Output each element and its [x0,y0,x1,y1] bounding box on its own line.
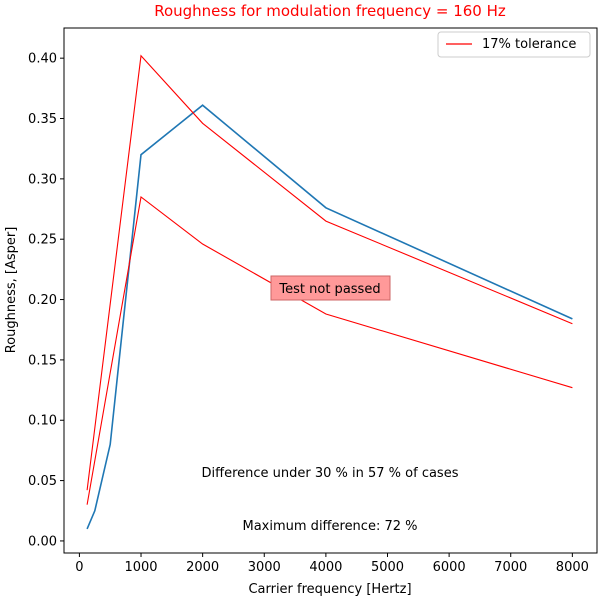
x-tick-label: 8000 [556,560,589,575]
y-tick-label: 0.40 [28,52,57,67]
y-tick-label: 0.35 [28,112,57,127]
y-tick-label: 0.10 [28,414,57,429]
x-tick-label: 1000 [124,560,157,575]
status-label: Test not passed [278,282,380,297]
plot-frame [63,27,598,554]
y-tick-label: 0.00 [28,534,57,549]
legend-label: 17% tolerance [482,37,576,52]
y-tick-label: 0.05 [28,474,57,489]
x-axis-label: Carrier frequency [Hertz] [248,582,411,597]
x-tick-label: 2000 [186,560,219,575]
status-box [270,275,391,301]
y-tick-label: 0.30 [28,172,57,187]
y-axis-label: Roughness, [Asper] [4,227,19,354]
maximum-difference-annotation: Maximum difference: 72 % [243,519,418,534]
x-tick-label: 7000 [494,560,527,575]
status-annotation: Test not passed [270,275,391,301]
y-tick-label: 0.20 [28,293,57,308]
tolerance-lower-line [86,196,573,505]
x-tick-label: 3000 [248,560,281,575]
x-tick-label: 5000 [371,560,404,575]
tolerance-upper-line [86,54,573,491]
legend-box [437,31,591,58]
x-tick-label: 4000 [309,560,342,575]
legend: 17% tolerance [437,31,591,58]
measured-roughness-line [86,104,573,530]
chart-title: Roughness for modulation frequency = 160… [154,2,506,20]
axis-ticks: 0 1000 2000 3000 4000 5000 6000 7000 8000 0.00 0.0… [28,52,589,575]
y-tick-label: 0.15 [28,353,57,368]
y-tick-label: 0.25 [28,233,57,248]
difference-annotation: Difference under 30 % in 57 % of cases [202,466,459,481]
x-tick-label: 0 [75,560,83,575]
x-tick-label: 6000 [433,560,466,575]
series-lines [86,54,573,530]
